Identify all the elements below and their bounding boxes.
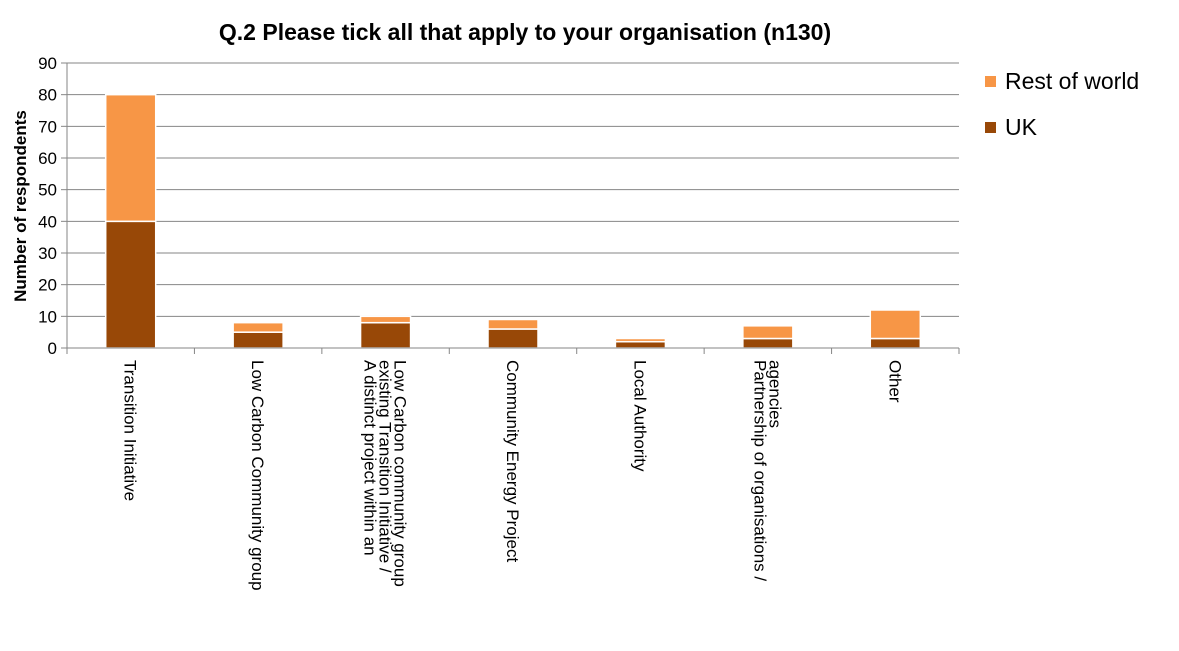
- y-tick-label: 30: [38, 244, 57, 263]
- bar-uk: [614, 340, 667, 349]
- x-category-labels: Transition Initiative Low Carbon Communit…: [121, 360, 905, 591]
- x-category-label: Low Carbon Community group: [248, 360, 267, 591]
- bar-uk: [359, 321, 412, 349]
- x-category-label: Community Energy Project: [503, 360, 522, 562]
- bar-uk: [487, 328, 539, 349]
- bar-rest-of-world: [614, 337, 667, 343]
- y-tick-label: 90: [38, 54, 57, 73]
- y-tick-labels: 0 10 20 30 40 50 60 70 80 90: [38, 54, 57, 358]
- y-tick-label: 40: [38, 212, 57, 231]
- legend: Rest of world UK: [985, 68, 1139, 140]
- category-label-line: Community Energy Project: [503, 360, 522, 562]
- bar-uk: [869, 337, 922, 349]
- y-tick-label: 10: [38, 307, 57, 326]
- category-label-line: Low Carbon Community group: [248, 360, 267, 591]
- x-category-label: Partnership of organisations /agencies: [750, 360, 784, 581]
- category-label-line: Other: [885, 360, 904, 403]
- bar-rest-of-world: [359, 315, 412, 324]
- bar-rest-of-world: [869, 309, 922, 340]
- bar-uk: [232, 331, 284, 349]
- y-tick-label: 80: [38, 86, 57, 105]
- bar-uk: [742, 337, 794, 349]
- y-tick-label: 50: [38, 181, 57, 200]
- bars: [104, 93, 922, 349]
- legend-swatch: [985, 76, 996, 87]
- chart-title: Q.2 Please tick all that apply to your o…: [219, 19, 831, 45]
- y-tick-label: 20: [38, 276, 57, 295]
- x-category-label: Other: [885, 360, 904, 403]
- category-label-line: Low Carbon community group: [391, 360, 410, 587]
- y-axis-label: Number of respondents: [11, 110, 30, 302]
- gridlines: [67, 62, 959, 317]
- category-label-line: Transition Initiative: [121, 360, 140, 501]
- category-label-line: agencies: [765, 360, 784, 428]
- y-tick-label: 60: [38, 149, 57, 168]
- legend-label: Rest of world: [1005, 68, 1139, 94]
- category-label-line: Local Authority: [630, 360, 649, 472]
- axes: [61, 62, 960, 354]
- y-tick-label: 0: [48, 339, 57, 358]
- bar-rest-of-world: [742, 325, 794, 340]
- bar-rest-of-world: [487, 318, 539, 330]
- legend-label: UK: [1005, 114, 1038, 140]
- bar-uk: [104, 220, 157, 349]
- legend-swatch: [985, 122, 996, 133]
- category-label-line: A distinct project within an: [361, 360, 380, 556]
- x-category-label: A distinct project within anexisting Tra…: [361, 360, 410, 587]
- bar-rest-of-world: [104, 93, 157, 223]
- x-category-label: Transition Initiative: [121, 360, 140, 501]
- x-category-label: Local Authority: [630, 360, 649, 472]
- bar-rest-of-world: [232, 321, 284, 333]
- category-label-line: existing Transition Initiative /: [376, 360, 395, 573]
- category-label-line: Partnership of organisations /: [750, 360, 769, 581]
- y-tick-label: 70: [38, 117, 57, 136]
